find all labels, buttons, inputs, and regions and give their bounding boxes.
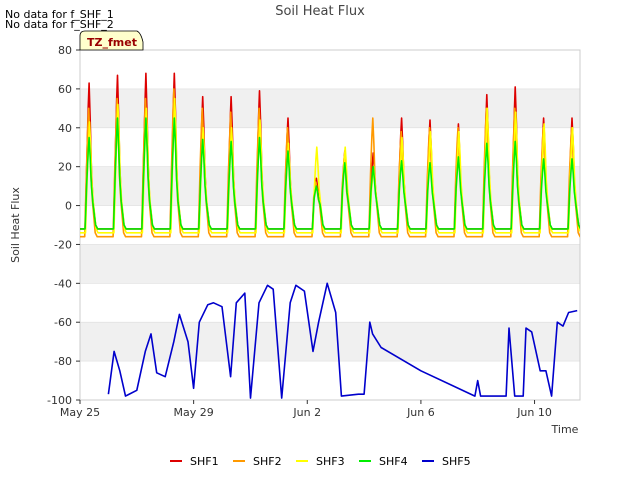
plot-band (80, 322, 580, 362)
x-tick-label: Jun 6 (406, 406, 435, 419)
annotation-box-label: TZ_fmet (87, 36, 137, 49)
legend-label-shf4: SHF4 (379, 455, 408, 468)
series-line-shf3 (80, 97, 580, 234)
y-tick-label: 40 (58, 122, 72, 135)
annotation-box-shape (79, 30, 144, 51)
no-data-note-1: No data for f_SHF_1 (5, 8, 114, 21)
y-tick-label: -60 (54, 316, 72, 329)
x-tick-label: Jun 2 (292, 406, 321, 419)
legend-label-shf5: SHF5 (442, 455, 471, 468)
series-line-shf4 (80, 117, 580, 230)
y-tick-label: 0 (65, 200, 72, 213)
annotation-box: TZ_fmet (79, 30, 144, 51)
chart-title: Soil Heat Flux (275, 4, 365, 19)
series-lines (80, 72, 580, 399)
legend-label-shf2: SHF2 (253, 455, 282, 468)
plot-bands (80, 49, 580, 401)
x-tick-label: May 25 (60, 406, 100, 419)
plot-frame (79, 49, 581, 401)
x-axis: May 25 May 29 Jun 2 Jun 6 Jun 10 (60, 400, 552, 419)
y-tick-label: 20 (58, 161, 72, 174)
y-axis: 80 60 40 20 0 -20 -40 -60 -80 -100 (47, 44, 80, 407)
y-axis-title: Soil Heat Flux (9, 187, 22, 263)
x-tick-label: Jun 10 (516, 406, 552, 419)
y-tick-label: -20 (54, 238, 72, 251)
series-line-shf5 (107, 282, 578, 399)
x-tick-label: May 29 (174, 406, 214, 419)
x-axis-title: Time (551, 423, 579, 436)
legend: SHF1 SHF2 SHF3 SHF4 SHF5 (170, 455, 471, 468)
plot-band (80, 166, 580, 206)
y-tick-label: 60 (58, 83, 72, 96)
series-line-shf2 (80, 88, 580, 238)
no-data-note-2: No data for f_SHF_2 (5, 18, 114, 31)
y-tick-label: -100 (47, 394, 72, 407)
plot-band (80, 88, 580, 128)
legend-label-shf3: SHF3 (316, 455, 345, 468)
y-tick-label: -80 (54, 355, 72, 368)
plot-band (80, 244, 580, 284)
legend-label-shf1: SHF1 (190, 455, 219, 468)
y-tick-label: 80 (58, 44, 72, 57)
y-tick-label: -40 (54, 277, 72, 290)
